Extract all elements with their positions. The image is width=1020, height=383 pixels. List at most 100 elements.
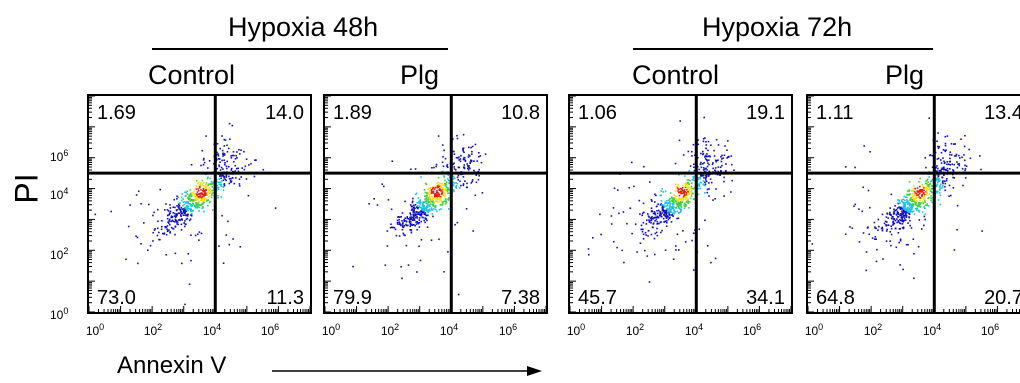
event-point: [629, 207, 632, 210]
event-point: [917, 205, 919, 208]
event-point: [428, 197, 431, 200]
event-point: [393, 226, 396, 229]
event-point: [930, 180, 932, 183]
event-point: [416, 205, 419, 207]
event-point: [203, 196, 205, 199]
event-point: [178, 212, 181, 215]
event-point: [875, 238, 877, 240]
event-point: [421, 216, 424, 219]
event-point: [191, 200, 194, 202]
event-point: [889, 240, 891, 242]
event-point: [180, 206, 183, 209]
event-point: [707, 149, 709, 152]
event-point: [429, 205, 431, 207]
event-point: [181, 219, 183, 221]
event-point: [405, 223, 407, 226]
event-point: [721, 154, 723, 157]
event-point: [953, 143, 955, 145]
event-point: [663, 205, 666, 208]
event-point: [672, 199, 674, 201]
event-point: [158, 238, 160, 241]
event-point: [443, 175, 445, 177]
event-point: [409, 221, 412, 223]
event-point: [448, 179, 450, 182]
event-point: [208, 189, 210, 191]
event-point: [905, 196, 907, 198]
event-point: [905, 211, 907, 214]
event-point: [171, 216, 174, 218]
event-point: [186, 193, 189, 195]
event-point: [910, 204, 913, 206]
event-point: [212, 192, 215, 194]
event-point: [399, 216, 401, 218]
event-point: [894, 219, 897, 222]
event-point: [203, 157, 205, 160]
event-point: [661, 209, 664, 212]
event-point: [184, 225, 186, 228]
event-point: [654, 232, 657, 235]
event-point: [716, 159, 718, 162]
event-point: [660, 231, 662, 234]
event-point: [692, 176, 694, 178]
event-point: [899, 222, 901, 224]
quadrant-lower-left-value: 79.9: [333, 287, 372, 309]
event-point: [877, 218, 880, 221]
event-point: [944, 135, 947, 138]
event-point: [912, 200, 915, 203]
event-point: [418, 245, 420, 248]
event-point: [906, 196, 908, 199]
event-point: [669, 216, 671, 219]
event-point: [937, 132, 939, 134]
event-point: [892, 224, 894, 226]
event-point: [698, 168, 700, 171]
event-point: [228, 178, 231, 180]
event-point: [240, 176, 242, 178]
event-point: [657, 209, 660, 212]
event-point: [184, 211, 186, 213]
x-tick: 100: [804, 322, 824, 338]
event-point: [274, 207, 277, 209]
event-point: [415, 223, 418, 225]
event-point: [913, 213, 916, 216]
event-point: [219, 174, 222, 177]
event-point: [953, 163, 955, 166]
event-point: [941, 167, 944, 169]
event-point: [863, 145, 865, 147]
event-point: [700, 181, 702, 184]
event-point: [690, 193, 693, 196]
event-point: [441, 201, 444, 203]
event-point: [192, 202, 194, 205]
event-point: [400, 265, 402, 268]
event-point: [678, 197, 680, 200]
event-point: [917, 204, 919, 207]
event-point: [234, 164, 237, 167]
event-point: [708, 182, 710, 184]
event-point: [964, 159, 966, 162]
event-point: [692, 192, 695, 195]
event-point: [671, 207, 673, 210]
event-point: [704, 174, 707, 177]
event-point: [717, 144, 720, 146]
event-point: [931, 154, 934, 157]
event-point: [188, 197, 190, 199]
event-point: [709, 155, 711, 158]
event-point: [152, 214, 154, 217]
event-point: [209, 200, 211, 203]
event-point: [720, 156, 722, 158]
event-point: [666, 207, 668, 210]
quadrant-lower-left-value: 64.8: [816, 287, 855, 309]
event-point: [184, 209, 186, 211]
event-point: [439, 198, 441, 200]
event-point: [240, 149, 242, 151]
event-point: [913, 197, 915, 200]
event-point: [416, 202, 419, 204]
event-point: [446, 181, 448, 183]
event-point: [243, 150, 245, 153]
event-point: [666, 221, 668, 224]
event-point: [412, 217, 414, 219]
event-point: [433, 193, 436, 196]
event-point: [392, 226, 394, 229]
event-point: [689, 188, 691, 190]
event-point: [183, 210, 186, 212]
event-point: [430, 207, 433, 209]
